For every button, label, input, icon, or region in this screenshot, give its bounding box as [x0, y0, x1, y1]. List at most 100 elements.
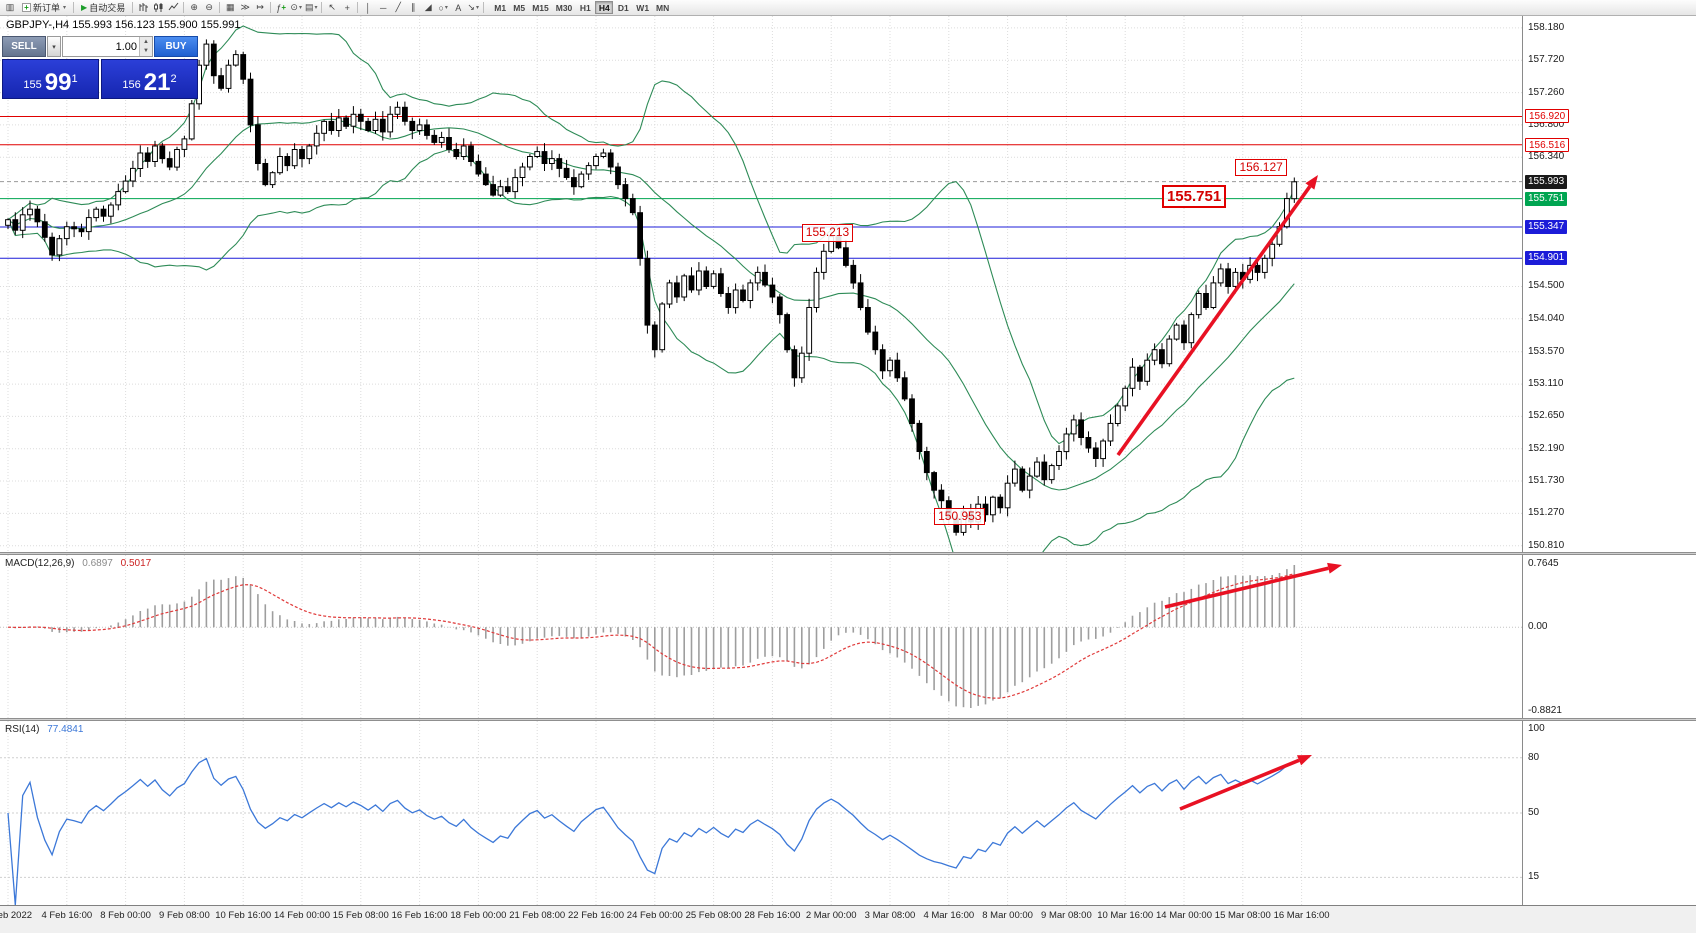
macd-scale-min: -0.8821	[1528, 705, 1562, 716]
order-options-dropdown[interactable]: ▾	[47, 36, 61, 57]
plus-icon: +	[281, 3, 287, 12]
tile-windows-icon[interactable]: ▦	[225, 2, 235, 12]
timeframe-h4[interactable]: H4	[595, 1, 614, 14]
macd-header: MACD(12,26,9) 0.6897 0.5017	[5, 558, 151, 569]
toolbar-separator	[483, 2, 485, 13]
price-tick: 154.500	[1528, 280, 1565, 292]
buy-price-point: 2	[170, 73, 177, 85]
price-tick: 156.340	[1528, 151, 1565, 163]
timeframe-d1[interactable]: D1	[617, 2, 629, 13]
time-label: 21 Feb 08:00	[509, 910, 566, 921]
volume-input[interactable]	[63, 37, 139, 56]
price-tick: 150.810	[1528, 539, 1565, 551]
macd-panel[interactable]	[0, 555, 1522, 718]
volume-up-button[interactable]: ▲	[140, 37, 152, 47]
sell-price-display[interactable]: 155 99 1	[2, 59, 99, 99]
panel-divider-rsi[interactable]	[0, 718, 1696, 721]
auto-trading-button[interactable]: ▶ 自动交易	[77, 1, 129, 15]
auto-trading-label: 自动交易	[89, 3, 126, 13]
time-label: 10 Feb 16:00	[215, 910, 272, 921]
periods-icon[interactable]: ⊙ ▾	[290, 2, 302, 12]
text-tool-icon[interactable]: A	[455, 2, 462, 13]
indicators-icon[interactable]: ƒ +	[276, 2, 287, 13]
horizontal-line-icon[interactable]: ─	[380, 2, 387, 13]
chart-window-icon[interactable]: ▥	[5, 2, 15, 12]
time-axis[interactable]: 3 Feb 2022 4 Feb 16:00 8 Feb 00:00 9 Feb 08…	[0, 905, 1696, 933]
timeframe-m1[interactable]: M1	[494, 2, 507, 13]
crosshair-icon[interactable]: +	[344, 2, 350, 13]
rsi-scale-max: 100	[1528, 723, 1545, 734]
sell-price-pips: 99	[44, 69, 72, 96]
macd-scale-zero: 0.00	[1528, 621, 1548, 633]
chevron-down-icon: ▾	[314, 5, 318, 11]
sell-price-base: 155	[23, 79, 42, 91]
price-tick: 151.730	[1528, 475, 1565, 487]
auto-scroll-icon[interactable]: ≫	[240, 2, 250, 12]
trendline-icon[interactable]: ╱	[395, 2, 401, 12]
rsi-panel[interactable]	[0, 721, 1522, 905]
chart-shift-icon[interactable]: ↦	[256, 2, 264, 12]
rsi-header: RSI(14) 77.4841	[5, 724, 83, 735]
timeframe-m30[interactable]: M30	[555, 2, 573, 13]
timeframe-m5[interactable]: M5	[513, 2, 526, 13]
shapes-icon[interactable]: ○ ▾	[438, 2, 448, 13]
panel-divider-macd[interactable]	[0, 552, 1696, 555]
toolbar-separator	[321, 2, 323, 13]
vertical-line-icon[interactable]: │	[365, 2, 372, 13]
axis-separator	[1522, 16, 1523, 905]
channel-icon[interactable]: ∥	[410, 2, 416, 12]
rsi-name: RSI(14)	[5, 724, 40, 735]
toolbar-separator	[270, 2, 272, 13]
price-tick: 157.720	[1528, 54, 1565, 66]
candlestick-chart-icon[interactable]	[151, 1, 165, 15]
new-order-button[interactable]: + 新订单 ▾	[18, 1, 70, 15]
price-tick: 154.040	[1528, 312, 1565, 324]
price-tick: 151.270	[1528, 507, 1565, 519]
one-click-trading-panel: SELL ▾ ▲ ▼ BUY 155 99 1 156 21 2	[2, 36, 198, 99]
timeframe-h1[interactable]: H1	[579, 2, 591, 13]
toolbar-separator	[73, 2, 75, 13]
buy-button[interactable]: BUY	[154, 36, 198, 57]
price-line-tag: 155.347	[1525, 219, 1568, 234]
toolbar-separator	[183, 2, 185, 13]
buy-price-display[interactable]: 156 21 2	[101, 59, 198, 99]
bar-chart-icon[interactable]	[136, 1, 150, 15]
volume-down-button[interactable]: ▼	[140, 46, 152, 56]
price-tick: 153.570	[1528, 345, 1565, 357]
timeframe-w1[interactable]: W1	[636, 2, 650, 13]
main-chart-plot[interactable]	[0, 16, 1522, 552]
time-label: 3 Feb 2022	[0, 910, 33, 921]
volume-input-wrap: ▲ ▼	[62, 36, 153, 57]
sell-price-point: 1	[71, 73, 78, 85]
timeframe-mn[interactable]: MN	[656, 2, 670, 13]
time-label: 4 Mar 16:00	[923, 910, 975, 921]
time-label: 14 Mar 00:00	[1156, 910, 1212, 921]
chart-ohlc-title: GBPJPY-,H4 155.993 156.123 155.900 155.9…	[6, 19, 241, 31]
rsi-value: 77.4841	[47, 724, 84, 735]
zoom-out-icon[interactable]: ⊖	[205, 2, 213, 12]
rsi-level-label: 50	[1528, 807, 1540, 818]
price-axis[interactable]: 158.180 157.720 157.260 156.800 156.340 154.5…	[1523, 16, 1696, 905]
time-label: 9 Mar 08:00	[1041, 910, 1092, 921]
fibonacci-icon[interactable]: ◢	[424, 2, 432, 12]
time-label: 24 Feb 00:00	[626, 910, 683, 921]
price-tick: 157.260	[1528, 86, 1565, 98]
volume-stepper: ▲ ▼	[139, 37, 152, 56]
price-line-tag: 156.516	[1525, 137, 1570, 152]
toolbar-separator	[132, 2, 134, 13]
main-toolbar: ▥ + 新订单 ▾ ▶ 自动交易 ⊕ ⊖ ▦ ≫ ↦ ƒ + ⊙ ▾ ▤ ▾ ↖ + …	[0, 0, 1696, 16]
line-chart-icon[interactable]	[166, 1, 180, 15]
time-label: 2 Mar 00:00	[805, 910, 857, 921]
price-tick: 153.110	[1528, 378, 1564, 390]
time-label: 3 Mar 08:00	[864, 910, 916, 921]
play-icon: ▶	[81, 3, 88, 12]
timeframe-m15[interactable]: M15	[532, 2, 549, 13]
zoom-in-icon[interactable]: ⊕	[190, 2, 198, 12]
sell-button[interactable]: SELL	[2, 36, 46, 57]
arrows-tool-icon[interactable]: ↘ ▾	[467, 2, 479, 12]
templates-icon[interactable]: ▤ ▾	[304, 2, 318, 12]
new-order-icon: +	[22, 3, 31, 12]
timeframe-toolbar: M1 M5 M15 M30 H1 H4 D1 W1 MN	[491, 1, 672, 14]
cursor-icon[interactable]: ↖	[328, 2, 336, 12]
time-label: 22 Feb 16:00	[568, 910, 624, 921]
